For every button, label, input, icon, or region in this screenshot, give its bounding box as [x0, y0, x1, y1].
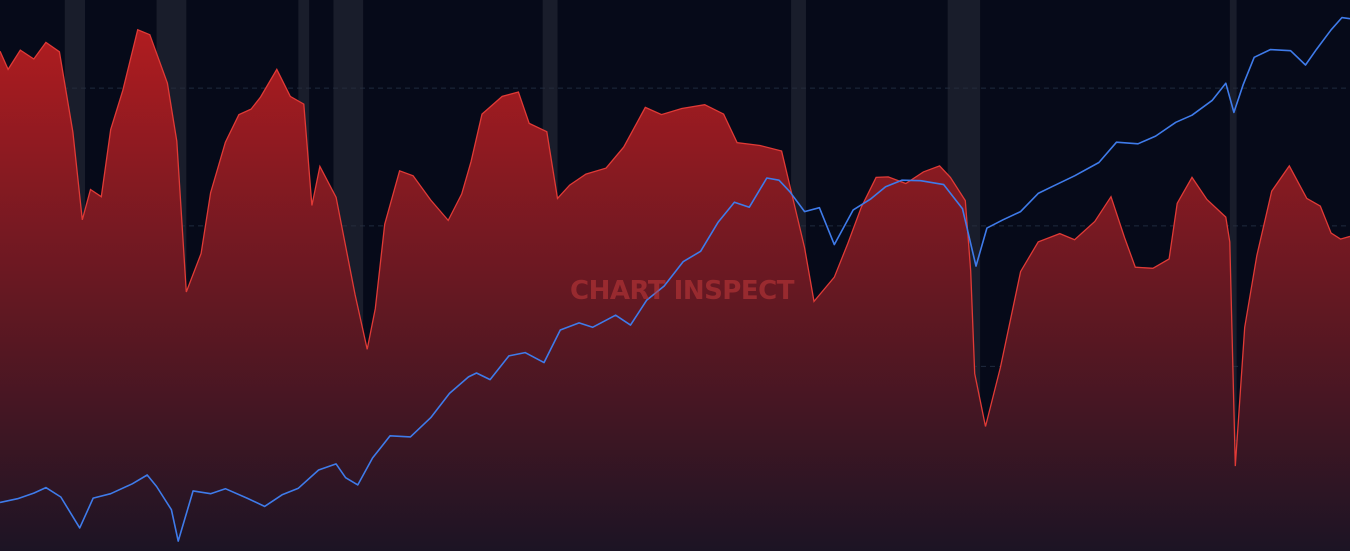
- recession-band: [1229, 0, 1237, 551]
- area-series: [0, 28, 1350, 551]
- area-outline: [0, 28, 1350, 467]
- watermark-text: CHART INSPECT: [570, 276, 795, 306]
- line-series: [0, 16, 1350, 542]
- area-fill: [0, 29, 1350, 551]
- line-path: [0, 16, 1350, 542]
